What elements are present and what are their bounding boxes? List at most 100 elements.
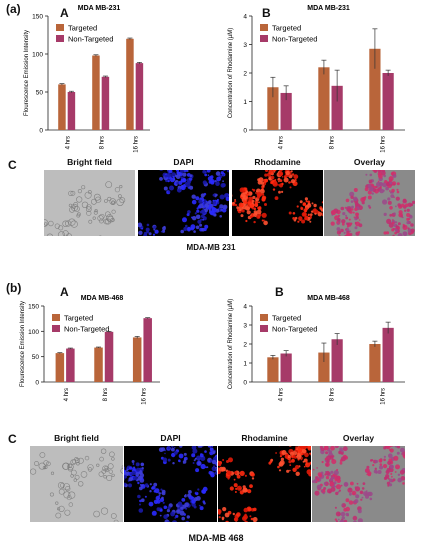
cell-dot [173,451,178,455]
cell-dot [166,172,172,178]
cell-dot [407,202,413,207]
cell-dot [194,457,197,460]
cell-dot [281,182,284,186]
cell-dot [294,216,298,220]
legend-swatch [260,24,268,31]
cell-dot [383,458,386,462]
cell-dot [66,495,72,501]
cell-dot [196,455,201,461]
y-tick-label: 50 [36,90,44,97]
cell-dot [292,212,296,215]
label-overlay: Overlay [353,157,386,167]
cell-dot [184,502,189,508]
cell-dot [393,455,399,461]
cell-dot [222,173,225,176]
cell-dot [182,460,187,464]
cell-dot [349,230,351,233]
cell-dot [124,469,126,474]
cell-dot [68,491,76,499]
cell-dot [326,459,330,464]
cell-dot [335,484,342,490]
cell-dot [121,465,123,469]
cell-dot [410,228,415,233]
cell-dot [139,499,142,503]
cell-dot [153,225,157,229]
cell-dot [181,516,185,521]
cell-dot [278,469,282,472]
cell-dot [337,491,340,493]
cell-dot [392,219,394,221]
cell-dot [375,471,378,474]
chart-a-fluorescence-231: MDA MB-231 0 50 100 150 Flourescence Emission… [24,5,150,153]
cell-dot [274,179,277,181]
cell-dot [330,470,334,474]
cell-dot [301,449,307,454]
x-tick-label: 16 hrs [381,388,387,405]
cell-dot [354,499,359,504]
cell-dot [234,203,238,207]
cell-dot [361,487,365,490]
bar [135,63,144,131]
cell-dot [323,482,327,485]
cell-dot [182,172,187,177]
cell-dot [185,507,188,510]
cell-dot [86,204,92,210]
cell-dot [347,487,353,493]
cell-dot [388,446,393,447]
cell-dot [341,219,346,224]
cell-dot [68,502,73,507]
chart-letter-a-a: A [60,6,69,20]
cell-dot [289,181,292,184]
cell-dot [377,470,382,474]
cell-dot [407,227,410,230]
cell-dot [44,222,48,226]
y-tick-label: 2 [243,342,247,349]
cell-dot [369,497,373,501]
cell-dot [245,193,249,197]
cell-dot [302,460,305,463]
cell-dot [153,499,159,504]
cell-dot [400,203,405,208]
cell-dot [249,515,252,518]
cell-dot [199,506,204,511]
bar [92,55,100,130]
cell-dot [204,224,209,229]
cell-dot [281,176,284,178]
cell-dot [317,472,322,477]
cell-dot [342,446,348,452]
cell-dot [238,202,244,208]
bar [267,87,279,130]
cell-dot [255,190,258,193]
cell-dot [290,170,293,173]
cell-dot [350,200,354,203]
cell-dot [278,464,282,467]
cell-dot [233,478,236,481]
cell-dot [379,463,383,466]
x-tick-label: 16 hrs [381,136,387,153]
cell-dot [144,495,147,498]
cell-dot [372,464,375,467]
legend-entry: Non-Targeted [272,35,317,44]
cell-dot [309,220,312,223]
cell-dot [386,183,389,186]
x-tick-label: 4 hrs [279,136,285,149]
cell-dot [315,481,318,484]
cell-dot [339,461,343,465]
cell-dot [197,205,201,209]
legend-swatch [260,314,268,321]
cell-dot [166,509,170,513]
cell-dot [92,216,96,220]
y-tick-label: 100 [28,329,39,336]
cell-dot [300,453,304,456]
cell-dot [183,183,186,186]
cell-dot [128,483,132,488]
cell-dot [275,452,277,454]
cell-dot [334,485,337,488]
bar [318,67,330,130]
legend-swatch [260,35,268,42]
cell-dot [84,455,90,461]
cell-dot [388,483,393,487]
cell-dot [128,477,133,482]
cell-dot [405,203,409,207]
cell-dot [373,170,378,173]
